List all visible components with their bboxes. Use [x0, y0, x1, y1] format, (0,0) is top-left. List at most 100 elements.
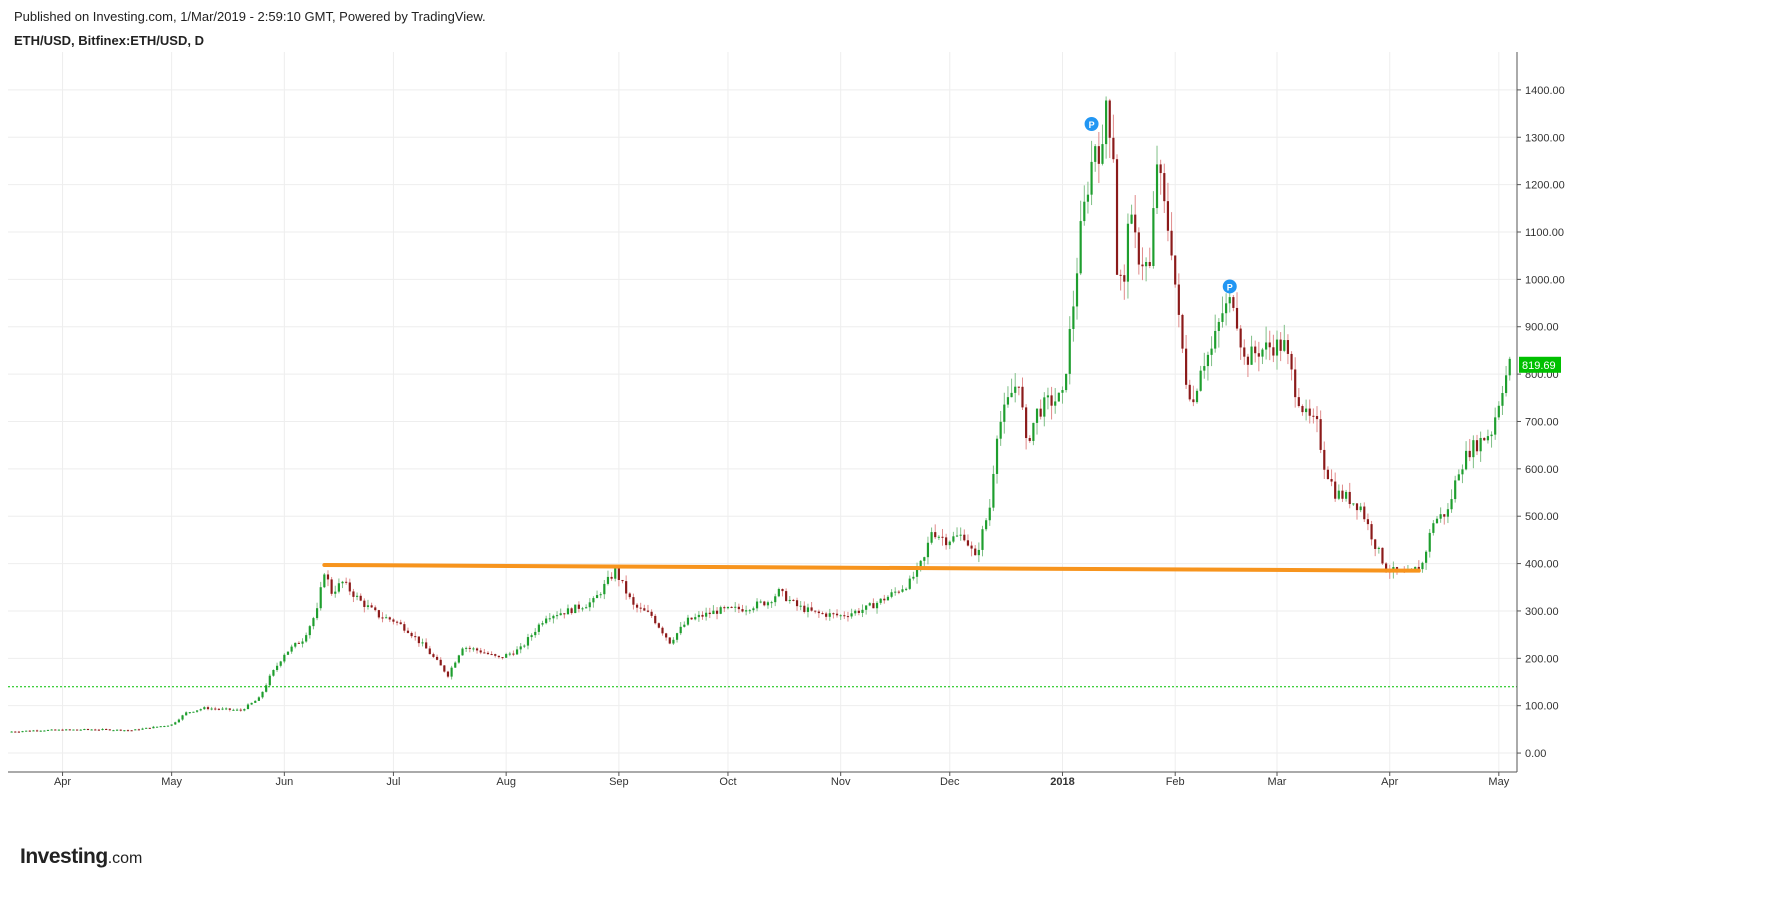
candle-body	[435, 656, 439, 660]
pattern-marker-label: P	[1227, 282, 1233, 292]
candle-body	[1479, 437, 1482, 452]
candle-body	[126, 730, 130, 732]
candle-body	[54, 729, 57, 731]
candle-body	[479, 650, 482, 653]
candle-body	[381, 617, 384, 619]
y-tick-label: 0.00	[1525, 748, 1546, 760]
candle-body	[1508, 358, 1511, 376]
candle-body	[650, 611, 653, 616]
candle-body	[795, 600, 799, 607]
candle-body	[370, 605, 373, 608]
candle-body	[1057, 392, 1060, 402]
candle-body	[1454, 480, 1457, 500]
candle-body	[857, 610, 860, 613]
candle-body	[225, 708, 228, 710]
candle-body	[1330, 479, 1333, 482]
candle-body	[1032, 422, 1035, 441]
candle-body	[1334, 481, 1337, 499]
candle-body	[1472, 440, 1475, 458]
candle-body	[1035, 408, 1039, 423]
candle-body	[1003, 404, 1006, 422]
x-tick-label: Apr	[54, 776, 71, 788]
candle-body	[399, 622, 402, 625]
candle-body	[483, 652, 486, 654]
candle-body	[708, 612, 711, 615]
candle-body	[1065, 373, 1068, 391]
candle-body	[519, 646, 522, 650]
candle-body	[1497, 405, 1500, 418]
y-tick-label: 700.00	[1525, 416, 1559, 428]
candle-body	[599, 594, 602, 596]
candle-body	[323, 574, 326, 588]
candle-body	[697, 614, 700, 618]
candle-body	[301, 641, 304, 644]
candle-body	[177, 719, 180, 723]
candle-body	[741, 609, 744, 612]
candle-body	[912, 576, 915, 579]
candle-body	[672, 639, 675, 644]
candle-body	[1083, 201, 1086, 222]
candle-body	[1166, 201, 1170, 231]
candle-body	[872, 603, 875, 609]
candle-body	[1359, 506, 1362, 511]
y-tick-label: 100.00	[1525, 701, 1559, 713]
y-tick-label: 1400.00	[1525, 85, 1565, 97]
candle-body	[1268, 342, 1271, 348]
candle-body	[461, 648, 464, 656]
candle-body	[65, 729, 68, 731]
candle-body	[1374, 539, 1377, 549]
candle-body	[639, 607, 642, 609]
candle-body	[1134, 214, 1137, 233]
candle-body	[545, 618, 548, 624]
candle-body	[512, 653, 515, 655]
candle-body	[1250, 346, 1253, 365]
candle-body	[1457, 474, 1460, 481]
candle-body	[377, 610, 380, 618]
candle-body	[50, 729, 53, 731]
candle-body	[279, 661, 282, 666]
candle-body	[1075, 273, 1079, 307]
candle-body	[1286, 340, 1290, 354]
candle-body	[1294, 369, 1297, 398]
candle-body	[119, 729, 122, 731]
candle-body	[46, 729, 50, 731]
candle-body	[788, 599, 791, 602]
candle-body	[1206, 354, 1210, 367]
candle-body	[166, 725, 170, 727]
candle-body	[894, 591, 897, 593]
candle-body	[1072, 306, 1075, 329]
candle-body	[646, 610, 650, 612]
candle-body	[548, 618, 551, 620]
candle-body	[345, 581, 348, 583]
candle-body	[1217, 321, 1220, 331]
candle-body	[385, 617, 388, 619]
candle-body	[355, 595, 359, 597]
candle-body	[690, 617, 693, 620]
candle-body	[170, 724, 173, 726]
candle-body	[606, 576, 610, 584]
candle-body	[195, 710, 199, 712]
candle-body	[1421, 562, 1424, 570]
candle-body	[1261, 349, 1264, 357]
candle-body	[628, 593, 631, 598]
candle-body	[130, 730, 133, 732]
candle-body	[883, 598, 886, 601]
candle-body	[1181, 314, 1184, 349]
candle-body	[955, 535, 959, 537]
candle-body	[541, 623, 544, 625]
candle-body	[1152, 208, 1155, 267]
candle-body	[25, 730, 28, 732]
candle-body	[406, 630, 410, 633]
candle-body	[970, 545, 973, 549]
candle-body	[199, 709, 202, 711]
candle-body	[152, 726, 155, 729]
candle-body	[781, 588, 784, 592]
candle-body	[468, 647, 471, 649]
candle-body	[1348, 491, 1351, 505]
x-tick-label: Aug	[496, 776, 516, 788]
x-tick-label: Oct	[719, 776, 736, 788]
candle-body	[530, 635, 533, 638]
candle-body	[239, 709, 242, 711]
candle-body	[1232, 297, 1235, 308]
